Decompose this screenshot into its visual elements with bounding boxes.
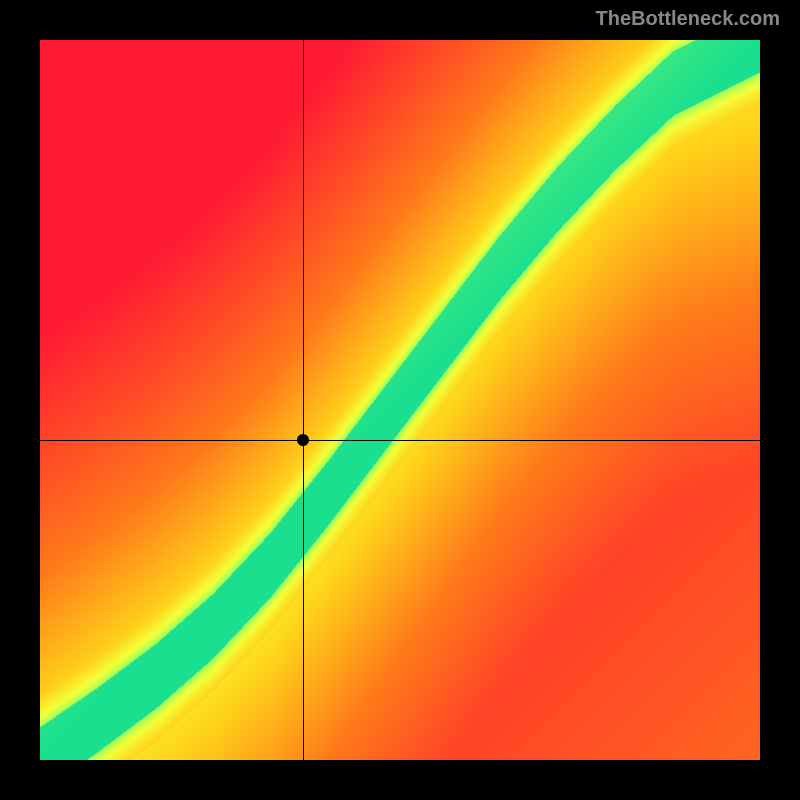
- heatmap-canvas: [40, 40, 760, 760]
- crosshair-horizontal: [40, 440, 760, 441]
- crosshair-vertical: [303, 40, 304, 760]
- heatmap-plot: [40, 40, 760, 760]
- selection-marker[interactable]: [297, 434, 309, 446]
- watermark-text: TheBottleneck.com: [596, 8, 780, 31]
